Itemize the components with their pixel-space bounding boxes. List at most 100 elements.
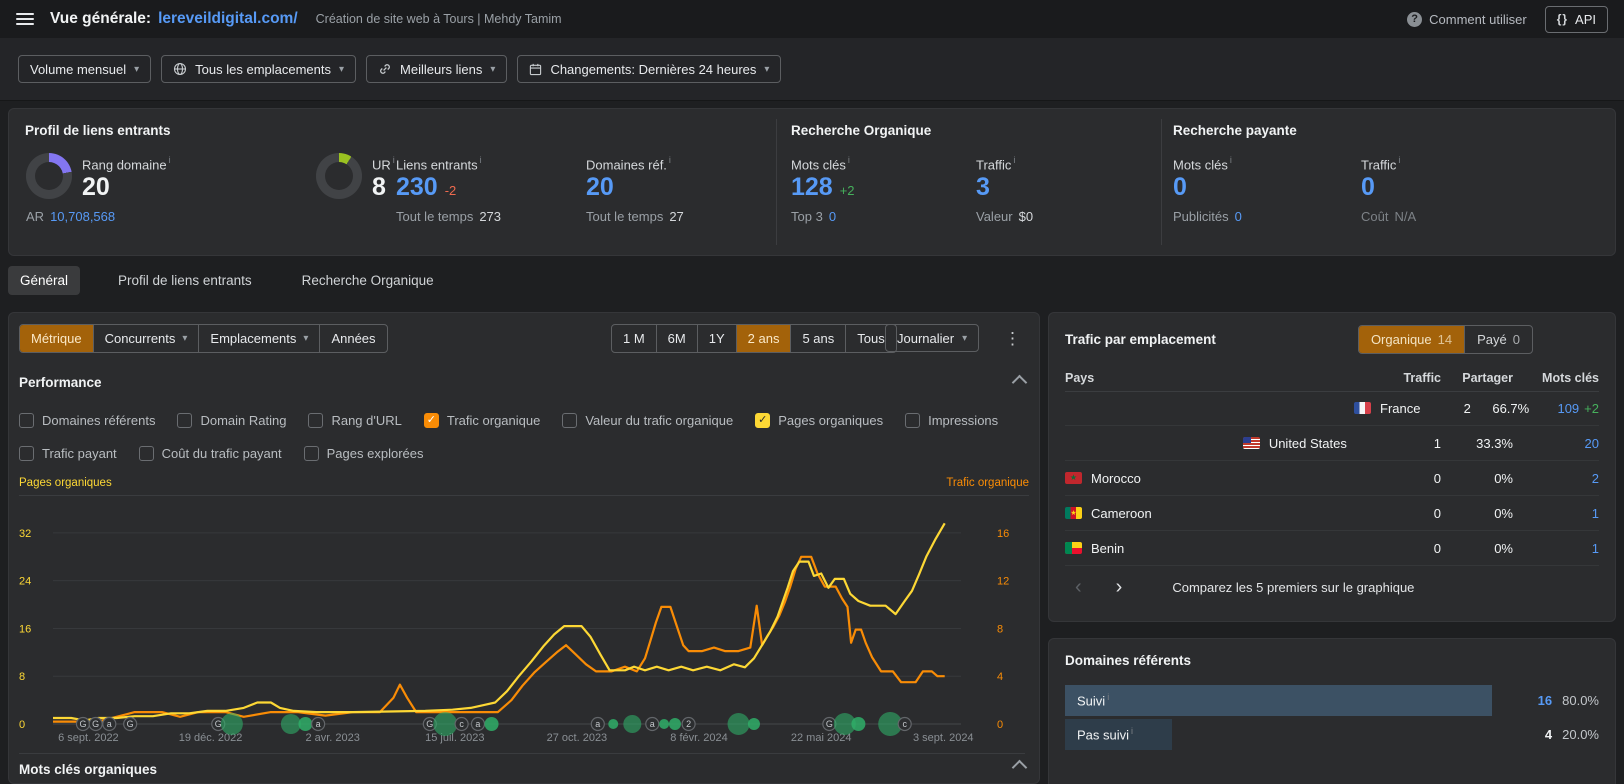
segment-emplacements[interactable]: Emplacements ▾ xyxy=(199,325,321,352)
keywords-cell[interactable]: 109 +2 xyxy=(1557,400,1599,416)
checkbox-pages-explor-es[interactable]: Pages explorées xyxy=(303,446,423,461)
checkbox-domaines-r-f-rents[interactable]: Domaines référents xyxy=(19,413,155,428)
svg-text:c: c xyxy=(902,719,907,729)
organic-keywords-section-title: Mots clés organiques xyxy=(19,762,158,777)
paid-keywords-value[interactable]: 0 xyxy=(1173,173,1187,201)
checkbox-impressions[interactable]: Impressions xyxy=(905,413,998,428)
ratio-bar xyxy=(1065,719,1172,750)
segment-label: Concurrents xyxy=(104,331,176,346)
paid-traffic-value[interactable]: 0 xyxy=(1361,173,1375,201)
toolbar-button-volume-mensuel[interactable]: Volume mensuel ▾ xyxy=(18,55,152,83)
page-title: Vue générale: xyxy=(50,10,152,27)
country-row-morocco[interactable]: Morocco 0 0% 2 xyxy=(1065,461,1599,496)
backlinks-value[interactable]: 230 xyxy=(396,173,438,201)
next-page-icon[interactable]: › xyxy=(1115,576,1123,598)
how-to-use-link[interactable]: ? Comment utiliser xyxy=(1407,11,1527,27)
keywords-cell[interactable]: 2 xyxy=(1591,470,1599,486)
country-row-benin[interactable]: Benin 0 0% 1 xyxy=(1065,531,1599,566)
paid-search-title: Recherche payante xyxy=(1173,123,1297,138)
filter-toolbar-strip: Volume mensuel ▾ Tous les emplacements ▾ Mei… xyxy=(0,38,1624,101)
checkbox-box xyxy=(138,446,154,461)
checkbox-trafic-payant[interactable]: Trafic payant xyxy=(19,446,117,461)
more-options-icon[interactable]: ⋮ xyxy=(1004,329,1021,348)
svg-text:32: 32 xyxy=(19,528,31,540)
keywords-cell[interactable]: 1 xyxy=(1591,505,1599,521)
referring-domains-rows: Suivi i 16 80.0% Pas suivi i 4 20.0% xyxy=(1065,685,1599,753)
organic-traffic-value[interactable]: 3 xyxy=(976,173,990,201)
next-section-header: Mots clés organiques xyxy=(19,753,1028,777)
target-domain-link[interactable]: lereveildigital.com/ xyxy=(158,10,298,27)
overview-metrics-panel: Profil de liens entrants Rang domaine i 2… xyxy=(8,108,1616,256)
toolbar-button-meilleurs-liens[interactable]: Meilleurs liens ▾ xyxy=(366,55,508,83)
svg-text:a: a xyxy=(316,719,321,729)
toolbar-button-tous-les-emplacements[interactable]: Tous les emplacements ▾ xyxy=(161,55,357,83)
checkbox-label: Domaines référents xyxy=(42,413,156,428)
range-tous[interactable]: Tous xyxy=(846,325,895,352)
country-row-france[interactable]: France 2 66.7% 109 +2 xyxy=(1065,391,1599,426)
country-row-united-states[interactable]: United States 1 33.3% 20 xyxy=(1065,426,1599,461)
country-label: Morocco xyxy=(1091,470,1141,486)
checkbox-label: Pages organiques xyxy=(778,413,884,428)
granularity-dropdown[interactable]: Journalier ▾ xyxy=(885,324,980,352)
refdomain-row-pas-suivi: Pas suivi i 4 20.0% xyxy=(1065,719,1599,750)
segment-label: Emplacements xyxy=(210,331,297,346)
toolbar-button-changements-derni-res-24-heures[interactable]: Changements: Dernières 24 heures ▾ xyxy=(517,55,782,83)
country-name: Cameroon xyxy=(1065,506,1379,521)
segment-ann-es[interactable]: Années xyxy=(320,325,386,352)
toggle-organique[interactable]: Organique 14 xyxy=(1358,326,1466,353)
range-5-ans[interactable]: 5 ans xyxy=(791,325,847,352)
svg-text:15 juil. 2023: 15 juil. 2023 xyxy=(425,732,484,744)
toggle-pay[interactable]: Payé 0 xyxy=(1465,326,1532,353)
checkbox-valeur-du-trafic-organique[interactable]: Valeur du trafic organique xyxy=(562,413,733,428)
referring-domains-title: Domaines référents xyxy=(1065,653,1192,668)
filters-toolbar: Volume mensuel ▾ Tous les emplacements ▾ Mei… xyxy=(18,55,782,83)
checkbox-label: Trafic payant xyxy=(42,446,117,461)
backlink-profile-title: Profil de liens entrants xyxy=(25,123,171,138)
checkbox-label: Trafic organique xyxy=(446,413,541,428)
col-traffic: Traffic xyxy=(1403,371,1441,385)
link-icon xyxy=(378,62,392,76)
range-1y[interactable]: 1Y xyxy=(698,325,737,352)
performance-chart[interactable]: 32 24 16 8 0 16 12 8 4 0 6 sept. 2022 19 déc. 2022 2… xyxy=(9,493,1039,747)
keywords-cell[interactable]: 1 xyxy=(1591,540,1599,556)
checkbox-co-t-du-trafic-payant[interactable]: Coût du trafic payant xyxy=(138,446,282,461)
checkbox-label: Domain Rating xyxy=(200,413,287,428)
svg-text:4: 4 xyxy=(997,671,1003,683)
checkbox-rang-d-url[interactable]: Rang d'URL xyxy=(308,413,402,428)
range-1-m[interactable]: 1 M xyxy=(612,325,657,352)
top-header-bar: Vue générale: lereveildigital.com/ Créat… xyxy=(0,0,1624,38)
ratio-bar xyxy=(1065,685,1493,716)
collapse-chevron-icon[interactable] xyxy=(1011,759,1028,776)
keywords-cell[interactable]: 20 xyxy=(1584,435,1599,451)
checkbox-domain-rating[interactable]: Domain Rating xyxy=(177,413,286,428)
col-keywords: Mots clés xyxy=(1542,371,1599,385)
ma-flag-icon xyxy=(1065,472,1082,484)
toolbar-button-label: Tous les emplacements xyxy=(195,61,331,77)
checkbox-pages-organiques[interactable]: ✓ Pages organiques xyxy=(755,413,883,428)
collapse-chevron-icon[interactable] xyxy=(1011,374,1028,391)
refdomain-count[interactable]: 4 xyxy=(1544,727,1553,742)
prev-page-icon[interactable]: ‹ xyxy=(1075,576,1082,598)
segment-m-trique[interactable]: Métrique xyxy=(20,325,94,352)
range-6m[interactable]: 6M xyxy=(657,325,698,352)
svg-text:0: 0 xyxy=(997,719,1003,731)
tab-recherche-organique[interactable]: Recherche Organique xyxy=(301,273,434,288)
tab-profil-de-liens-entrants[interactable]: Profil de liens entrants xyxy=(118,273,252,288)
referring-domains-panel: Domaines référents Suivi i 16 80.0% Pas suiv… xyxy=(1048,638,1616,784)
svg-text:8 févr. 2024: 8 févr. 2024 xyxy=(670,732,728,744)
country-row-cameroon[interactable]: Cameroon 0 0% 1 xyxy=(1065,496,1599,531)
checkbox-trafic-organique[interactable]: ✓ Trafic organique xyxy=(423,413,541,428)
svg-text:3 sept. 2024: 3 sept. 2024 xyxy=(913,732,974,744)
menu-icon[interactable] xyxy=(16,13,34,25)
refdomain-count[interactable]: 16 xyxy=(1537,693,1553,708)
svg-text:G: G xyxy=(826,719,833,729)
svg-text:a: a xyxy=(475,719,480,729)
refdomains-value[interactable]: 20 xyxy=(586,173,614,201)
organic-keywords-value[interactable]: 128 xyxy=(791,173,833,201)
api-button[interactable]: {} API xyxy=(1544,5,1608,33)
range-2-ans[interactable]: 2 ans xyxy=(736,325,792,352)
organic-search-title: Recherche Organique xyxy=(791,123,932,138)
tab-g-n-ral[interactable]: Général xyxy=(8,266,81,295)
segment-concurrents[interactable]: Concurrents ▾ xyxy=(94,325,200,352)
